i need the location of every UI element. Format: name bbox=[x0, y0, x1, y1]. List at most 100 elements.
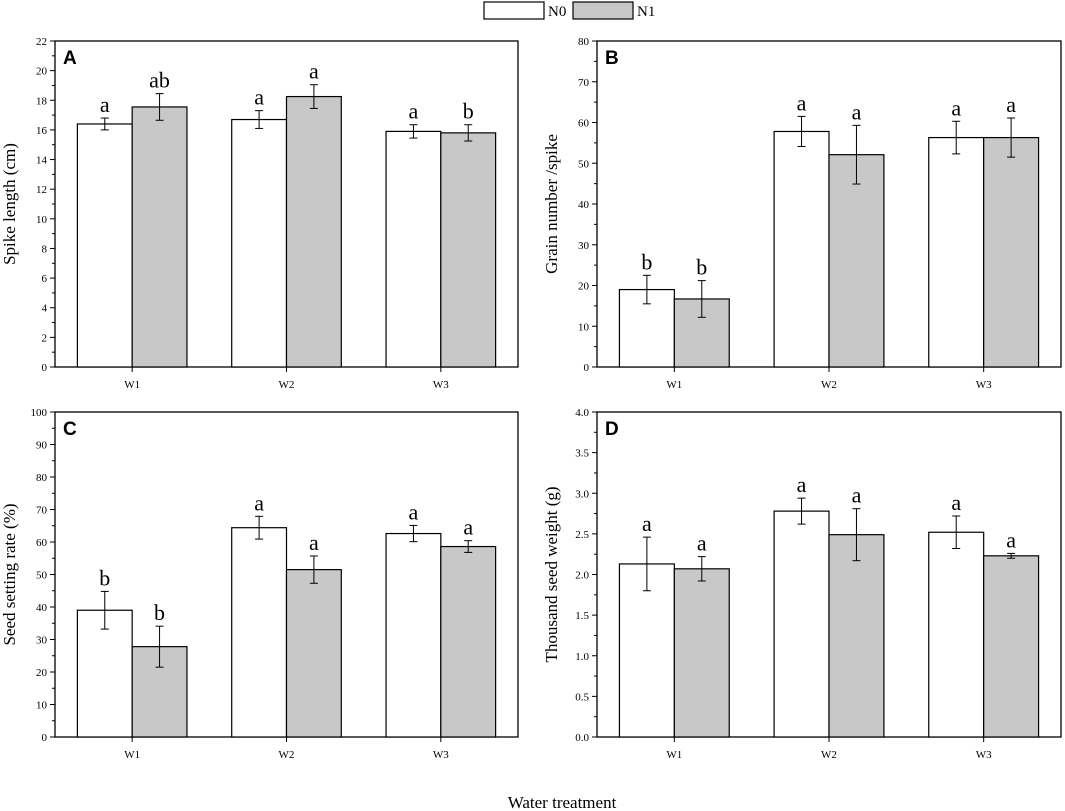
bar-a-w2-n1 bbox=[285, 95, 342, 368]
legend-swatch-n0 bbox=[483, 1, 545, 20]
sig-label-c-w2-n0: a bbox=[254, 490, 264, 515]
panel-a-ytick-label: 2 bbox=[42, 332, 48, 344]
sig-label-c-w3-n0: a bbox=[409, 499, 419, 524]
bar-b-w2-n1 bbox=[828, 154, 885, 368]
sig-label-b-w2-n0: a bbox=[797, 90, 807, 115]
panel-a-ytick-label: 6 bbox=[42, 273, 48, 285]
panel-a-xtick-label-w1: W1 bbox=[124, 379, 140, 391]
panel-a-ytick-label: 12 bbox=[36, 184, 47, 196]
panel-d-letter: D bbox=[605, 419, 619, 440]
chart-panels: 0 2 4 6 8 10 12 14 16 18 20 22 Spike length (cm) A W1 a… bbox=[0, 36, 1062, 761]
legend: N0 N1 bbox=[483, 1, 655, 20]
panel-a-ytick-label: 8 bbox=[42, 243, 48, 255]
x-axis-title: Water treatment bbox=[508, 793, 617, 811]
bar-c-w3-n0 bbox=[385, 532, 442, 738]
panel-c-ylabel: Seed setting rate (%) bbox=[0, 503, 19, 645]
sig-label-c-w1-n1: b bbox=[154, 600, 165, 625]
sig-label-b-w1-n1: b bbox=[696, 255, 707, 280]
panel-a-ytick-label: 22 bbox=[36, 36, 47, 48]
panel-b-xtick-label-w1: W1 bbox=[666, 379, 682, 391]
bar-a-w1-n0 bbox=[76, 123, 133, 368]
sig-label-c-w2-n1: a bbox=[309, 530, 319, 555]
panel-b-ytick-label: 80 bbox=[578, 36, 590, 48]
sig-label-c-w1-n0: b bbox=[99, 565, 110, 590]
sig-label-d-w3-n1: a bbox=[1006, 527, 1016, 552]
panel-c-ytick-label: 70 bbox=[36, 505, 48, 517]
bar-a-w3-n0 bbox=[385, 130, 442, 368]
panel-d-ytick-label: 0.0 bbox=[575, 732, 589, 744]
bar-d-w1-n1 bbox=[673, 568, 730, 738]
panel-d-ylabel: Thousand seed weight (g) bbox=[542, 486, 561, 662]
panel-a-ytick-label: 18 bbox=[36, 95, 48, 107]
panel-b-ytick-label: 40 bbox=[578, 199, 590, 211]
panel-a: 0 2 4 6 8 10 12 14 16 18 20 22 Spike length (cm) A W1 a… bbox=[0, 36, 519, 391]
bar-a-w2-n0 bbox=[231, 118, 288, 368]
sig-label-d-w3-n0: a bbox=[951, 490, 961, 515]
bar-b-w3-n1 bbox=[983, 136, 1040, 368]
sig-label-b-w2-n1: a bbox=[852, 99, 862, 124]
panel-d-xtick-label-w2: W2 bbox=[821, 749, 837, 761]
panel-b-xtick-label-w3: W3 bbox=[976, 379, 992, 391]
sig-label-b-w1-n0: b bbox=[641, 249, 652, 274]
panel-a-xtick-label-w3: W3 bbox=[433, 379, 449, 391]
sig-label-a-w3-n0: a bbox=[409, 99, 419, 124]
panel-a-ytick-label: 16 bbox=[36, 125, 48, 137]
panel-b-ylabel: Grain number /spike bbox=[542, 134, 561, 274]
sig-label-d-w1-n0: a bbox=[642, 511, 652, 536]
panel-a-ytick-label: 0 bbox=[42, 362, 48, 374]
bar-d-w2-n0 bbox=[773, 510, 830, 738]
bar-d-w3-n1 bbox=[983, 555, 1040, 738]
panel-c-xtick-label-w3: W3 bbox=[433, 749, 449, 761]
panel-d-ytick-label: 1.0 bbox=[575, 651, 589, 663]
legend-label-n1: N1 bbox=[637, 4, 655, 20]
panel-c-ytick-label: 60 bbox=[36, 537, 48, 549]
panel-b: 0 10 20 30 40 50 60 70 80 Grain number /spike B W1 b… bbox=[542, 36, 1062, 391]
panel-c: 0 10 20 30 40 50 60 70 80 90 100 Seed setting rate … bbox=[0, 407, 519, 761]
panel-b-xtick-label-w2: W2 bbox=[821, 379, 837, 391]
panel-c-xtick-label-w1: W1 bbox=[124, 749, 140, 761]
panel-d-ytick-label: 2.5 bbox=[575, 529, 589, 541]
panel-d-xtick-label-w3: W3 bbox=[976, 749, 992, 761]
panel-a-ytick-label: 20 bbox=[36, 66, 48, 78]
panel-c-ytick-label: 50 bbox=[36, 570, 48, 582]
panel-a-letter: A bbox=[63, 48, 77, 69]
bar-c-w2-n0 bbox=[231, 527, 288, 738]
sig-label-d-w2-n1: a bbox=[852, 483, 862, 508]
legend-label-n0: N0 bbox=[548, 4, 566, 20]
bar-c-w3-n1 bbox=[440, 545, 497, 738]
sig-label-b-w3-n0: a bbox=[951, 95, 961, 120]
panel-b-letter: B bbox=[605, 48, 619, 69]
panel-a-xtick-label-w2: W2 bbox=[279, 379, 295, 391]
sig-label-a-w2-n0: a bbox=[254, 85, 264, 110]
bar-a-w1-n1 bbox=[131, 106, 188, 368]
panel-b-ytick-label: 10 bbox=[578, 321, 590, 333]
panel-c-ytick-label: 0 bbox=[42, 732, 48, 744]
sig-label-d-w2-n0: a bbox=[797, 472, 807, 497]
panel-a-ytick-label: 4 bbox=[42, 303, 48, 315]
panel-d: 0.0 0.5 1.0 1.5 2.0 2.5 3.0 3.5 4.0 Thousand seed… bbox=[542, 407, 1062, 761]
panel-d-ytick-label: 2.0 bbox=[575, 570, 589, 582]
panel-c-xtick-label-w2: W2 bbox=[279, 749, 295, 761]
panel-b-ytick-label: 60 bbox=[578, 118, 590, 130]
panel-b-ytick-label: 30 bbox=[578, 240, 590, 252]
panel-c-ytick-label: 30 bbox=[36, 635, 48, 647]
bar-d-w3-n0 bbox=[928, 531, 985, 738]
panel-c-ytick-label: 40 bbox=[36, 602, 48, 614]
panel-a-ytick-label: 10 bbox=[36, 214, 48, 226]
panel-a-ytick-label: 14 bbox=[36, 155, 48, 167]
panel-b-ytick-label: 50 bbox=[578, 158, 590, 170]
sig-label-c-w3-n1: a bbox=[463, 515, 473, 540]
panel-b-ytick-label: 70 bbox=[578, 77, 590, 89]
panel-d-ytick-label: 1.5 bbox=[575, 610, 589, 622]
panel-c-ytick-label: 20 bbox=[36, 667, 48, 679]
panel-a-ylabel: Spike length (cm) bbox=[0, 143, 19, 265]
sig-label-b-w3-n1: a bbox=[1006, 92, 1016, 117]
panel-c-ytick-label: 90 bbox=[36, 440, 48, 452]
panel-d-ytick-label: 0.5 bbox=[575, 691, 589, 703]
bar-b-w3-n0 bbox=[928, 136, 985, 368]
bar-a-w3-n1 bbox=[440, 132, 497, 368]
panel-d-ytick-label: 4.0 bbox=[575, 407, 589, 419]
bar-b-w2-n0 bbox=[773, 130, 830, 368]
panel-c-letter: C bbox=[63, 419, 77, 440]
